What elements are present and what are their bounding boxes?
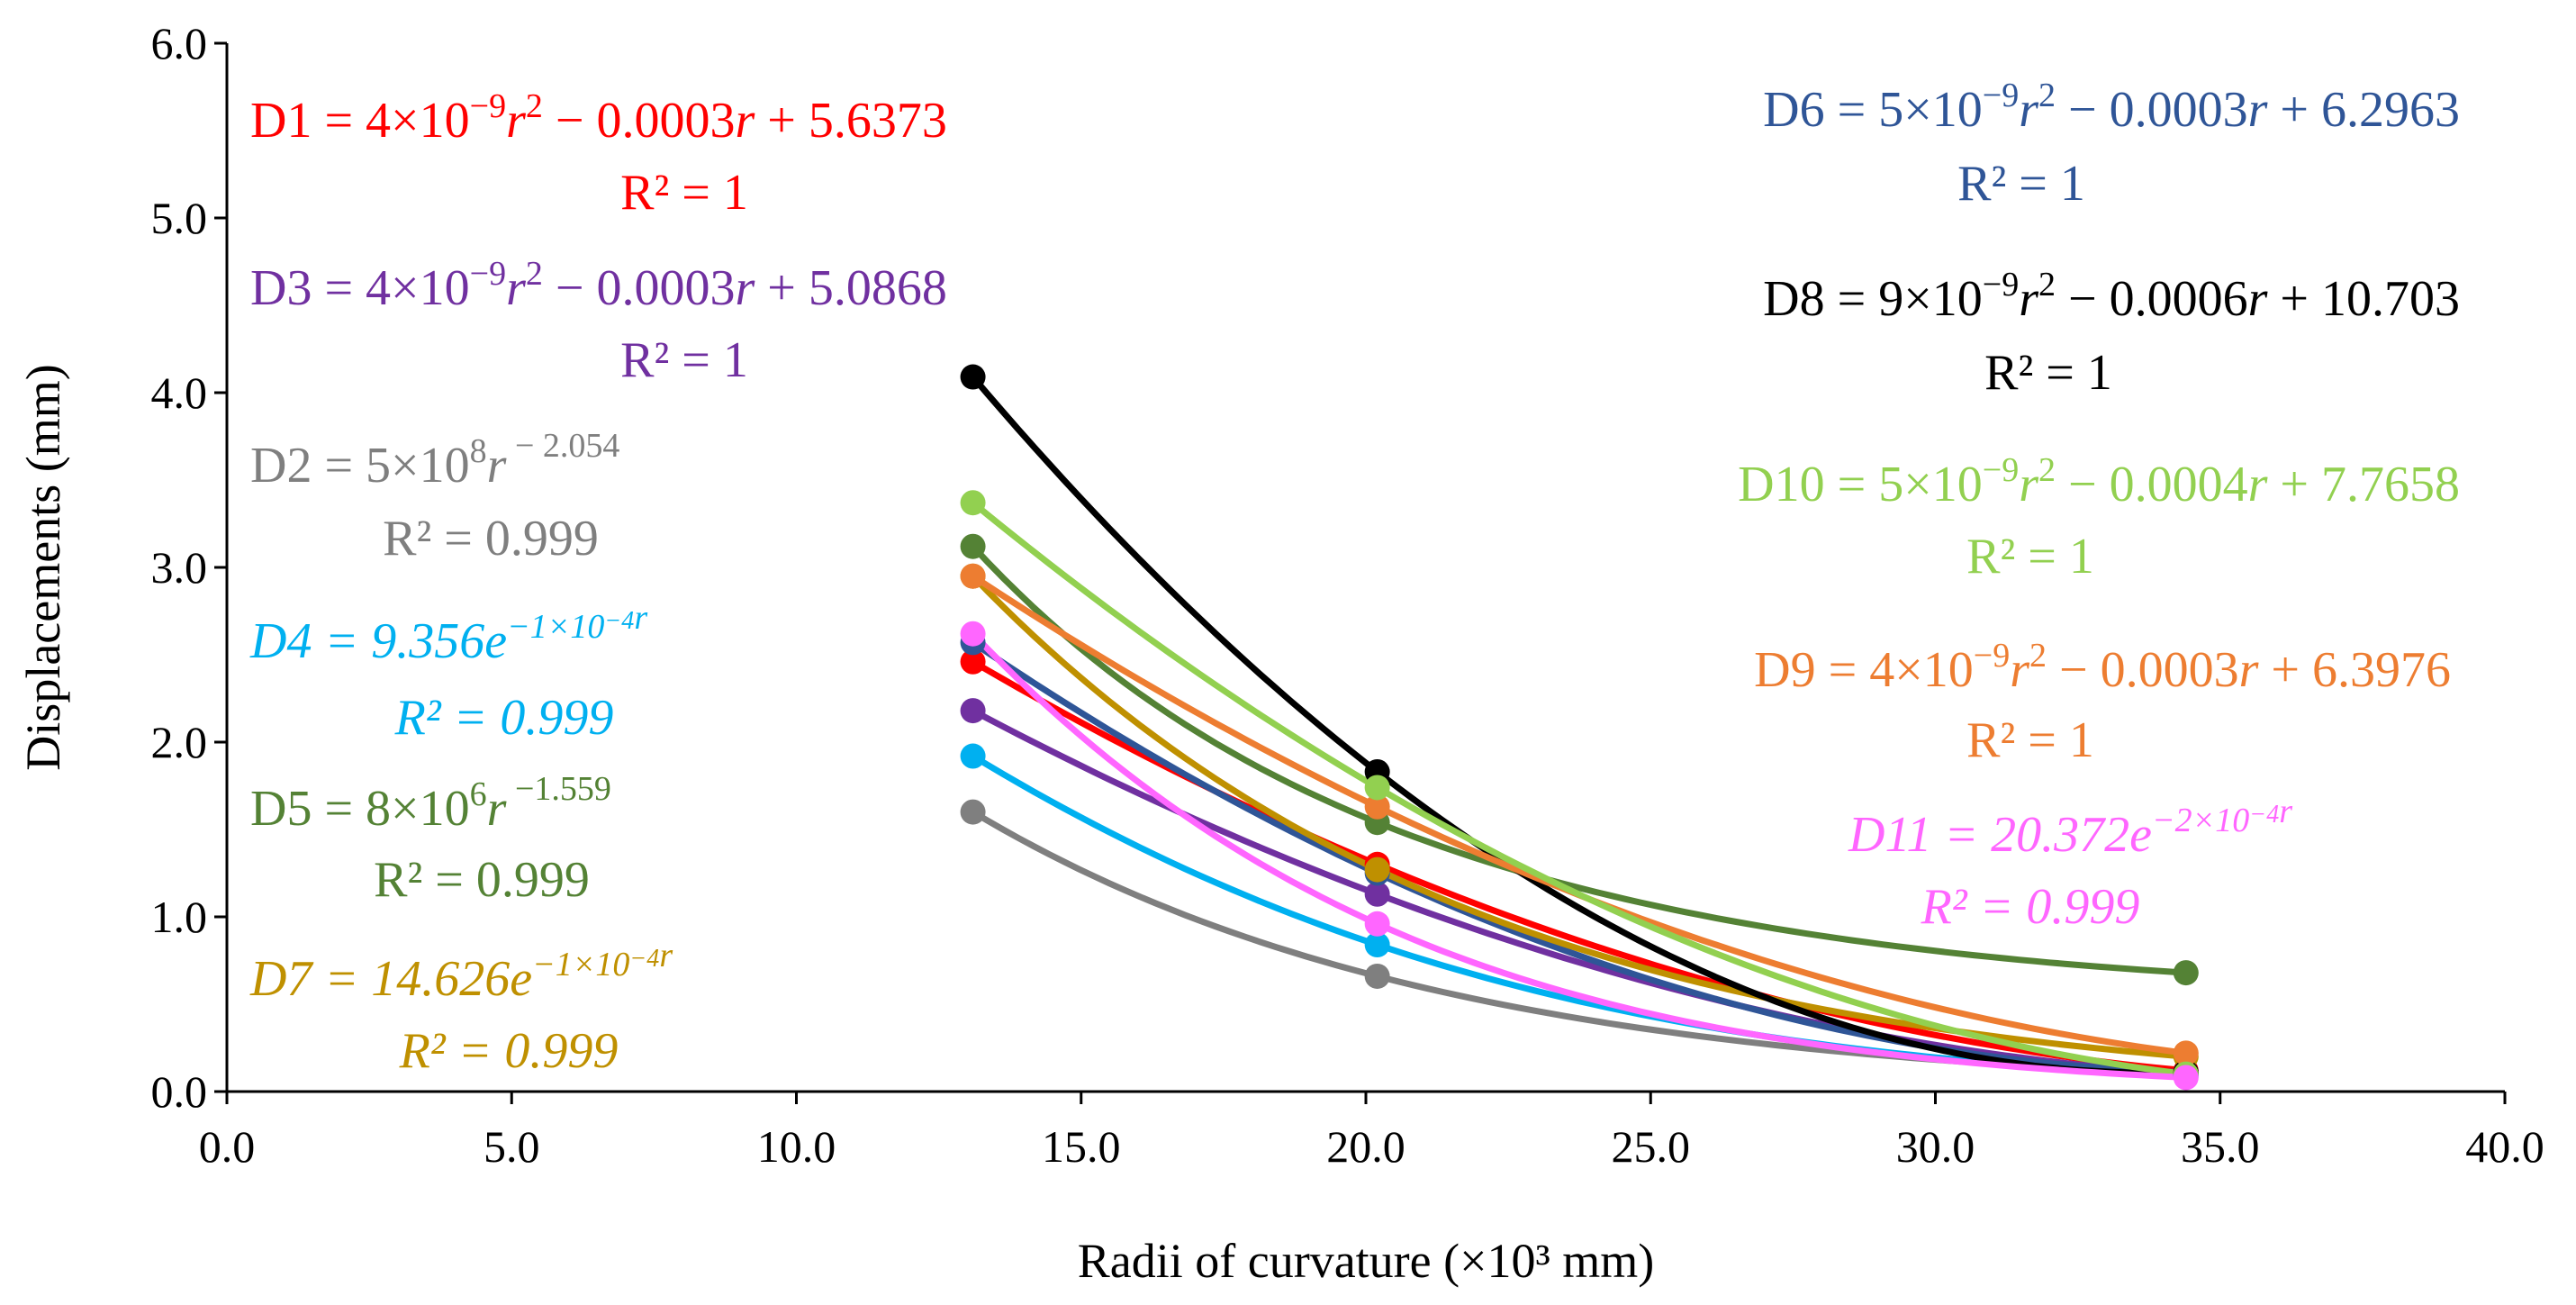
svg-text:D5 = 8×106r −1.559: D5 = 8×106r −1.559 [250,770,611,837]
x-tick-label: 5.0 [484,1121,540,1172]
equation-d7: D7 = 14.626e−1×10−4r R² = 0.999 [249,937,673,1079]
equation-d3: D3 = 4×10−9r2 − 0.0003r + 5.0868 R² = 1 [250,255,947,388]
svg-text:D10 = 5×10−9r2 − 0.0004r + 7.7: D10 = 5×10−9r2 − 0.0004r + 7.7658 [1738,451,2460,512]
svg-text:R² = 0.999: R² = 0.999 [399,1023,619,1079]
equation-d4: D4 = 9.356e−1×10−4r R² = 0.999 [249,599,647,746]
point-d1-0 [960,648,986,675]
y-ticks: 0.0 1.0 2.0 3.0 4.0 5.0 6.0 [151,18,227,1117]
point-d10-1 [1364,775,1390,801]
svg-text:D4 = 9.356e−1×10−4r: D4 = 9.356e−1×10−4r [249,599,647,669]
svg-text:D1 = 4×10−9r2 − 0.0003r + 5.63: D1 = 4×10−9r2 − 0.0003r + 5.6373 [250,87,947,149]
x-tick-label: 20.0 [1326,1121,1406,1172]
x-tick-label: 30.0 [1896,1121,1975,1172]
svg-text:R² = 1: R² = 1 [620,332,748,388]
point-d9-0 [960,563,986,589]
x-ticks: 0.0 5.0 10.0 15.0 20.0 25.0 30.0 35.0 40.0 [199,1092,2544,1172]
svg-text:D2 = 5×108r − 2.054: D2 = 5×108r − 2.054 [250,427,619,494]
y-tick-label: 1.0 [151,892,208,942]
svg-text:R² = 0.999: R² = 0.999 [374,852,590,908]
point-d11-2 [2173,1065,2199,1091]
point-d2-0 [960,799,986,825]
point-d5-0 [960,533,986,559]
svg-text:R² = 0.999: R² = 0.999 [383,511,599,566]
x-axis-title: Radii of curvature (×10³ mm) [1078,1234,1654,1288]
point-d4-0 [960,743,986,769]
equation-d9: D9 = 4×10−9r2 − 0.0003r + 6.3976 R² = 1 [1754,637,2451,768]
y-axis-title: Displacements (mm) [16,364,70,770]
point-d8-0 [960,364,986,390]
x-tick-label: 40.0 [2465,1121,2544,1172]
equation-d8: D8 = 9×10−9r2 − 0.0006r + 10.703 R² = 1 [1763,266,2460,401]
svg-text:R² = 1: R² = 1 [1966,712,2094,768]
fit-curve-d5 [970,543,2190,976]
y-tick-label: 2.0 [151,717,208,767]
fit-curve-d10 [970,499,2190,1078]
svg-text:R² = 0.999: R² = 0.999 [1921,879,2140,935]
svg-text:R² = 1: R² = 1 [1966,529,2094,585]
equation-d2: D2 = 5×108r − 2.054 R² = 0.999 [250,427,619,566]
point-d9-1 [1364,793,1390,820]
y-tick-label: 3.0 [151,542,208,593]
svg-text:R² = 1: R² = 1 [1957,156,2085,212]
y-tick-label: 5.0 [151,193,208,243]
svg-text:R² = 1: R² = 1 [620,165,748,221]
point-d10-0 [960,490,986,516]
fit-curve-d11 [970,630,2190,1081]
y-tick-label: 4.0 [151,367,208,418]
svg-text:D7 = 14.626e−1×10−4r: D7 = 14.626e−1×10−4r [249,937,673,1007]
svg-text:D6 = 5×10−9r2 − 0.0003r + 6.29: D6 = 5×10−9r2 − 0.0003r + 6.2963 [1763,77,2460,138]
fit-curves [970,374,2190,1081]
svg-text:D11 = 20.372e−2×10−4r: D11 = 20.372e−2×10−4r [1848,793,2292,863]
equation-d1: D1 = 4×10−9r2 − 0.0003r + 5.6373 R² = 1 [250,87,947,221]
y-tick-label: 6.0 [151,18,208,68]
equation-d6: D6 = 5×10−9r2 − 0.0003r + 6.2963 R² = 1 [1763,77,2460,212]
point-d2-1 [1364,963,1390,989]
svg-text:R² = 0.999: R² = 0.999 [394,690,614,746]
x-tick-label: 25.0 [1612,1121,1691,1172]
point-d5-2 [2173,960,2199,986]
x-tick-label: 35.0 [2181,1121,2260,1172]
point-d9-2 [2173,1040,2199,1066]
svg-text:D3 = 4×10−9r2 − 0.0003r + 5.08: D3 = 4×10−9r2 − 0.0003r + 5.0868 [250,255,947,316]
data-points [960,364,2199,1091]
x-tick-label: 10.0 [757,1121,836,1172]
point-d11-0 [960,621,986,647]
y-tick-label: 0.0 [151,1066,208,1117]
point-d3-1 [1364,881,1390,907]
point-d7-1 [1364,856,1390,883]
equation-d5: D5 = 8×106r −1.559 R² = 0.999 [250,770,611,908]
svg-text:D8 = 9×10−9r2 − 0.0006r + 10.7: D8 = 9×10−9r2 − 0.0006r + 10.703 [1763,266,2460,327]
x-tick-label: 15.0 [1042,1121,1121,1172]
fit-curve-d8 [970,374,2190,1076]
x-tick-label: 0.0 [199,1121,256,1172]
point-d3-0 [960,698,986,724]
axes [225,43,2505,1093]
svg-text:R² = 1: R² = 1 [1984,345,2112,401]
equation-d10: D10 = 5×10−9r2 − 0.0004r + 7.7658 R² = 1 [1738,451,2460,585]
svg-text:D9 = 4×10−9r2 − 0.0003r + 6.39: D9 = 4×10−9r2 − 0.0003r + 6.3976 [1754,637,2451,698]
equation-d11: D11 = 20.372e−2×10−4r R² = 0.999 [1848,793,2292,935]
point-d11-1 [1364,911,1390,937]
point-d4-1 [1364,932,1390,958]
